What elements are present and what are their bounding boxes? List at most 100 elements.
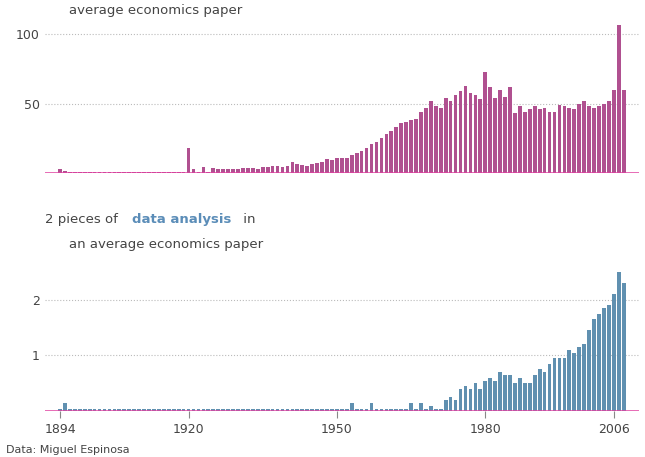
Bar xyxy=(538,109,542,173)
Bar xyxy=(275,409,279,411)
Bar xyxy=(572,109,576,173)
Text: Data: Miguel Espinosa: Data: Miguel Espinosa xyxy=(6,445,130,455)
Bar xyxy=(127,409,131,411)
Bar xyxy=(295,165,299,173)
Bar xyxy=(103,172,106,173)
Text: 2 pieces of: 2 pieces of xyxy=(45,213,123,225)
Bar xyxy=(568,350,571,411)
Bar xyxy=(523,112,527,173)
Bar xyxy=(78,409,82,411)
Bar xyxy=(587,106,591,173)
Bar xyxy=(305,409,309,411)
Bar xyxy=(142,409,146,411)
Bar xyxy=(468,92,472,173)
Bar xyxy=(325,159,329,173)
Bar xyxy=(236,169,240,173)
Bar xyxy=(409,403,413,411)
Bar xyxy=(493,98,497,173)
Bar xyxy=(464,386,468,411)
Bar xyxy=(58,409,62,411)
Bar xyxy=(375,409,379,411)
Bar xyxy=(275,166,279,173)
Bar xyxy=(553,358,557,411)
Bar xyxy=(518,378,522,411)
Bar xyxy=(542,108,546,173)
Bar xyxy=(592,319,596,411)
Bar xyxy=(152,172,156,173)
Bar xyxy=(177,409,181,411)
Bar xyxy=(97,409,101,411)
Bar xyxy=(236,409,240,411)
Bar xyxy=(488,87,492,173)
Bar xyxy=(345,158,349,173)
Bar xyxy=(577,104,581,173)
Bar xyxy=(459,389,462,411)
Bar xyxy=(201,409,205,411)
Bar xyxy=(444,400,448,411)
Bar xyxy=(360,409,364,411)
Bar xyxy=(261,409,264,411)
Bar xyxy=(523,383,527,411)
Bar xyxy=(123,172,126,173)
Bar xyxy=(132,409,136,411)
Bar xyxy=(345,409,349,411)
Bar xyxy=(281,166,284,173)
Bar xyxy=(63,170,67,173)
Bar xyxy=(281,409,284,411)
Bar xyxy=(147,172,151,173)
Bar xyxy=(246,168,250,173)
Bar xyxy=(117,409,121,411)
Bar xyxy=(542,372,546,411)
Bar xyxy=(162,409,166,411)
Bar xyxy=(256,409,260,411)
Bar xyxy=(503,375,507,411)
Bar xyxy=(548,112,551,173)
Bar xyxy=(261,166,264,173)
Bar xyxy=(473,96,477,173)
Text: average economics paper: average economics paper xyxy=(69,4,242,17)
Bar xyxy=(360,151,364,173)
Bar xyxy=(286,166,290,173)
Bar xyxy=(157,172,161,173)
Bar xyxy=(503,97,507,173)
Bar xyxy=(63,403,67,411)
Bar xyxy=(607,305,611,411)
Bar xyxy=(152,409,156,411)
Bar xyxy=(305,166,309,173)
Bar xyxy=(335,409,339,411)
Bar xyxy=(88,409,92,411)
Bar xyxy=(602,104,606,173)
Bar xyxy=(172,172,175,173)
Bar xyxy=(439,409,442,411)
Bar xyxy=(404,409,408,411)
Bar xyxy=(498,90,502,173)
Text: data analysis: data analysis xyxy=(132,213,231,225)
Bar xyxy=(379,409,383,411)
Bar xyxy=(320,409,324,411)
Bar xyxy=(557,358,561,411)
Bar xyxy=(429,101,433,173)
Bar xyxy=(424,108,428,173)
Bar xyxy=(355,154,359,173)
Bar xyxy=(147,409,151,411)
Bar xyxy=(355,409,359,411)
Bar xyxy=(310,164,314,173)
Bar xyxy=(513,113,517,173)
Bar xyxy=(78,172,82,173)
Bar xyxy=(375,142,379,173)
Bar xyxy=(364,148,368,173)
Bar xyxy=(533,106,537,173)
Bar xyxy=(216,409,220,411)
Bar xyxy=(612,294,616,411)
Bar xyxy=(192,409,195,411)
Bar xyxy=(177,172,181,173)
Bar xyxy=(216,169,220,173)
Bar xyxy=(483,381,487,411)
Bar xyxy=(468,389,472,411)
Bar xyxy=(330,409,334,411)
Bar xyxy=(231,169,235,173)
Bar xyxy=(439,108,442,173)
Bar xyxy=(340,409,344,411)
Bar xyxy=(241,168,245,173)
Bar xyxy=(557,105,561,173)
